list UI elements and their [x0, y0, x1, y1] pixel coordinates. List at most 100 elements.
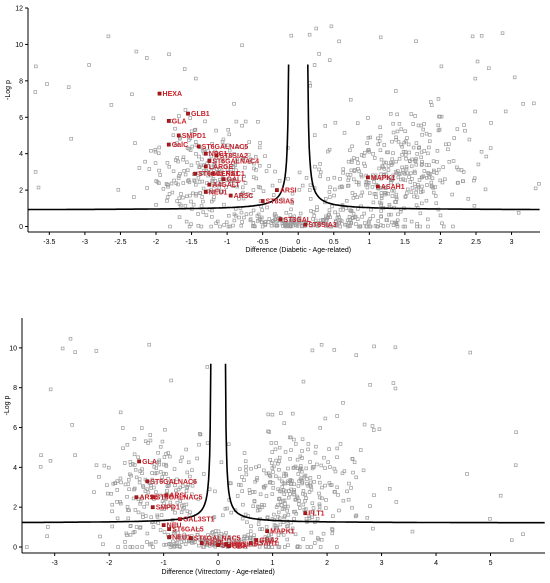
data-point [260, 220, 264, 225]
data-point [184, 447, 188, 452]
data-point [257, 145, 262, 150]
data-point [309, 530, 314, 535]
data-point [291, 222, 296, 226]
data-point [175, 141, 179, 145]
data-point [260, 503, 264, 507]
data-point [203, 119, 207, 124]
data-point [144, 514, 148, 518]
data-point [405, 136, 409, 140]
data-point [165, 199, 169, 203]
data-point [455, 127, 460, 131]
data-point [371, 152, 375, 156]
data-point [254, 465, 258, 470]
data-point [151, 545, 155, 549]
data-point [532, 101, 536, 106]
data-point [379, 209, 383, 213]
data-point [235, 539, 239, 544]
highlighted-point [216, 543, 221, 547]
data-point [290, 526, 295, 531]
data-point [337, 39, 341, 44]
data-point [106, 491, 110, 496]
data-point [237, 537, 242, 542]
data-point [265, 515, 270, 519]
data-point [338, 224, 342, 229]
data-point [343, 222, 347, 227]
data-point [237, 482, 241, 487]
data-point [210, 142, 214, 146]
data-point [197, 180, 202, 184]
data-point [232, 102, 236, 106]
data-point [405, 191, 409, 195]
x-tick-label: 1.5 [400, 239, 410, 246]
data-point [226, 143, 230, 148]
data-point [145, 56, 149, 60]
data-point [248, 529, 253, 534]
data-point [255, 476, 259, 480]
data-point [227, 536, 232, 540]
data-point [295, 466, 300, 471]
data-point [269, 441, 274, 445]
data-point [408, 159, 412, 163]
data-point [185, 470, 190, 475]
data-point [289, 33, 293, 38]
data-point [240, 123, 244, 128]
data-point [119, 480, 123, 485]
data-point [239, 483, 243, 487]
data-point [195, 161, 200, 165]
data-point [300, 437, 305, 441]
data-point [323, 124, 328, 128]
data-point [157, 145, 161, 150]
data-point [141, 515, 145, 519]
data-point [133, 486, 137, 491]
data-point [318, 162, 322, 166]
y-tick-label: 6 [19, 115, 23, 122]
data-point [256, 120, 260, 124]
data-point [319, 342, 324, 347]
data-point [342, 131, 347, 135]
data-point [389, 160, 393, 165]
data-point [427, 175, 431, 180]
data-point [268, 458, 272, 462]
data-point [272, 512, 276, 517]
data-point [176, 487, 181, 492]
data-point [384, 218, 389, 222]
data-point [249, 524, 253, 528]
data-point [376, 219, 380, 223]
data-point [395, 218, 400, 223]
data-point [205, 365, 210, 369]
data-point [292, 214, 296, 219]
data-point [373, 156, 377, 160]
data-point [303, 499, 307, 503]
gene-label: NEU1 [172, 535, 191, 542]
highlighted-point [166, 142, 171, 147]
data-point [169, 181, 174, 186]
data-point [185, 160, 189, 164]
data-point [133, 141, 137, 145]
data-point [226, 127, 230, 132]
data-point [110, 502, 114, 507]
data-point [297, 479, 301, 483]
data-point [439, 114, 444, 119]
data-point [387, 212, 391, 217]
data-point [169, 493, 173, 498]
data-point [171, 169, 176, 174]
data-point [330, 527, 334, 531]
data-point [420, 175, 424, 179]
data-point [411, 122, 415, 126]
data-point [404, 165, 409, 169]
data-point [181, 503, 186, 507]
data-point [411, 145, 416, 150]
data-point [271, 470, 275, 474]
data-point [304, 466, 308, 471]
data-point [270, 466, 275, 470]
data-point [101, 542, 105, 546]
data-point [344, 206, 348, 211]
data-point [326, 213, 331, 217]
data-point [255, 508, 260, 513]
data-point [244, 543, 249, 547]
data-point [227, 539, 231, 544]
data-point [389, 212, 393, 217]
data-point [409, 171, 413, 176]
data-point [412, 194, 416, 199]
data-point [412, 182, 417, 186]
